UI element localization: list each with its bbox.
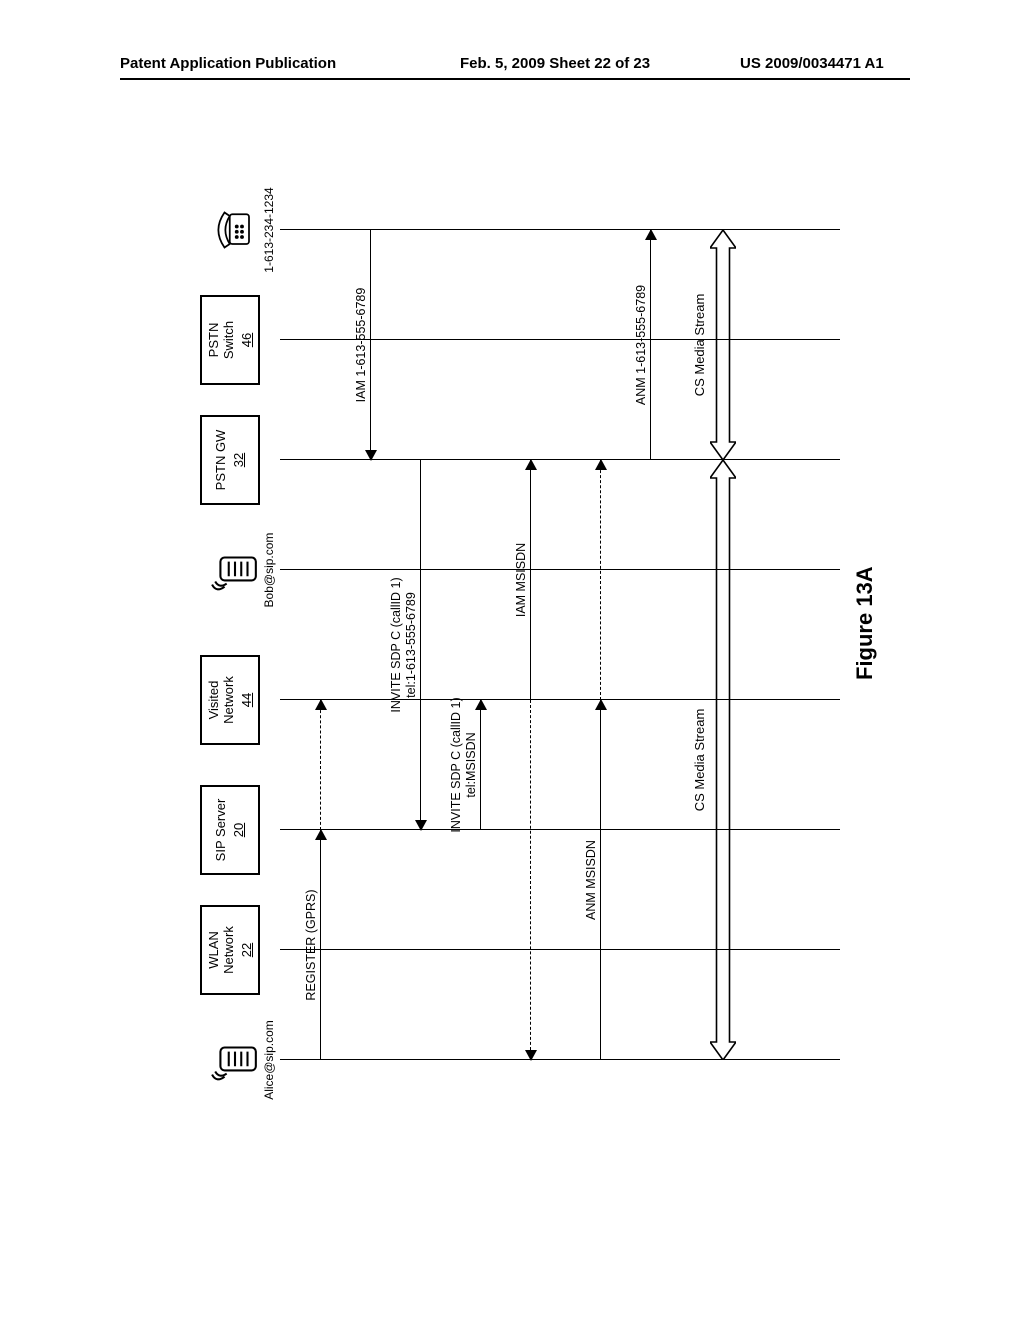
arrowhead-icon: [315, 699, 327, 710]
actor-box-pstnsw: PSTNSwitch46: [200, 295, 260, 385]
message-arrow: ANM 1-613-555-6789: [650, 230, 651, 460]
message-arrow: IAM MSISDN: [530, 460, 531, 700]
arrowhead-icon: [415, 820, 427, 831]
actor-number: 44: [239, 693, 255, 707]
header-middle: Feb. 5, 2009 Sheet 22 of 23: [460, 55, 650, 72]
message-arrow: INVITE SDP C (callID 1)tel:1-613-555-678…: [420, 460, 421, 830]
arrowhead-icon: [315, 829, 327, 840]
message-arrow: IAM 1-613-555-6789: [370, 230, 371, 460]
actor-box-vnet: VisitedNetwork44: [200, 655, 260, 745]
message-arrow: ANM MSISDN: [600, 700, 601, 1060]
actor-number: 22: [239, 943, 255, 957]
actor-title: VisitedNetwork: [206, 676, 237, 724]
message-label: INVITE SDP C (callID 1)tel:MSISDN: [449, 697, 478, 832]
actor-label-alice: Alice@sip.com: [262, 1005, 276, 1115]
lifeline-vnet: [280, 699, 840, 700]
arrowhead-icon: [525, 459, 537, 470]
sequence-diagram: Alice@sip.comWLANNetwork22SIP Server20Vi…: [180, 200, 880, 1100]
media-stream-arrow: CS Media Stream: [710, 460, 736, 1060]
actor-title: PSTN GW: [213, 430, 229, 491]
actor-label-bob: Bob@sip.com: [262, 515, 276, 625]
message-arrow: REGISTER (GPRS): [320, 830, 321, 1060]
mobile-phone-icon: [210, 549, 260, 591]
actor-number: 32: [231, 453, 247, 467]
actor-title: PSTNSwitch: [206, 321, 237, 359]
actor-box-sip: SIP Server20: [200, 785, 260, 875]
desk-phone-icon: [210, 209, 260, 251]
message-label: ANM 1-613-555-6789: [634, 285, 648, 405]
message-label: REGISTER (GPRS): [304, 889, 318, 1000]
actor-number: 46: [239, 333, 255, 347]
figure-caption: Figure 13A: [852, 566, 878, 680]
mobile-phone-icon: [210, 1039, 260, 1081]
lifeline-alice: [280, 1059, 840, 1060]
lifeline-land: [280, 229, 840, 230]
message-label: ANM MSISDN: [584, 840, 598, 920]
actor-box-pstngw: PSTN GW32: [200, 415, 260, 505]
page: Patent Application Publication Feb. 5, 2…: [0, 0, 1024, 1320]
message-arrow: [320, 700, 321, 830]
message-label: INVITE SDP C (callID 1)tel:1-613-555-678…: [389, 577, 418, 712]
actor-number: 20: [231, 823, 247, 837]
message-label: IAM MSISDN: [514, 543, 528, 617]
message-arrow: [530, 700, 531, 1060]
arrowhead-icon: [365, 450, 377, 461]
actor-title: SIP Server: [213, 799, 229, 862]
lifeline-sip: [280, 829, 840, 830]
lifeline-bob: [280, 569, 840, 570]
header-rule: [120, 78, 910, 80]
arrowhead-icon: [645, 229, 657, 240]
message-arrow: [600, 460, 601, 700]
media-stream-label: CS Media Stream: [692, 294, 707, 397]
header-right: US 2009/0034471 A1: [740, 55, 884, 72]
message-arrow: INVITE SDP C (callID 1)tel:MSISDN: [480, 700, 481, 830]
diagram-container: Alice@sip.comWLANNetwork22SIP Server20Vi…: [180, 200, 880, 1100]
media-stream-arrow: CS Media Stream: [710, 230, 736, 460]
arrowhead-icon: [525, 1050, 537, 1061]
actor-title: WLANNetwork: [206, 926, 237, 974]
arrowhead-icon: [595, 459, 607, 470]
arrowhead-icon: [595, 699, 607, 710]
media-stream-label: CS Media Stream: [692, 709, 707, 812]
header-left: Patent Application Publication: [120, 55, 336, 72]
lifeline-wlan: [280, 949, 840, 950]
actor-box-wlan: WLANNetwork22: [200, 905, 260, 995]
actor-label-land: 1-613-234-1234: [262, 175, 276, 285]
message-label: IAM 1-613-555-6789: [354, 288, 368, 403]
